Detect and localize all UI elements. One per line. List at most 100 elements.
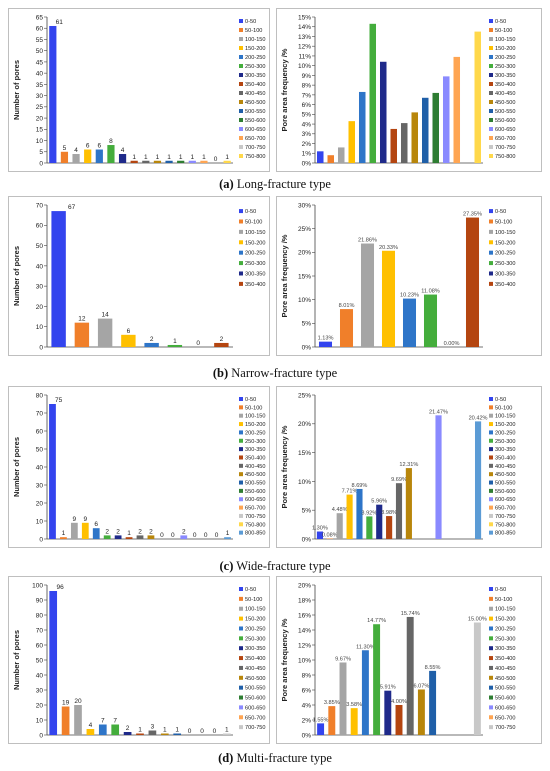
chart-c-left-bar-50-100 <box>60 537 67 539</box>
chart-a-left-bar-550-600 <box>177 160 185 163</box>
caption-c-text: Wide-fracture type <box>236 559 331 573</box>
chart-d-left-y-axis-label: Number of pores <box>12 630 21 690</box>
chart-d-right-legend-label: 0-50 <box>495 587 506 593</box>
chart-d-right-y-tick-label: 6% <box>302 687 312 694</box>
chart-a-left-legend-label: 500-550 <box>245 109 266 115</box>
chart-c-right-legend-label: 0-50 <box>495 397 506 403</box>
chart-a-left-y-tick-label: 40 <box>36 71 44 78</box>
chart-a-right-legend-label: 650-700 <box>495 136 516 142</box>
chart-d-right-legend-swatch-600-650 <box>489 705 493 710</box>
chart-d-right-bar-700-750 <box>473 622 481 735</box>
chart-c-left-legend-label: 500-550 <box>245 481 266 487</box>
chart-a-left-data-label: 6 <box>86 143 90 150</box>
caption-b: (b) Narrow-fracture type <box>0 366 550 381</box>
chart-a-left-bar-200-250 <box>95 149 103 163</box>
chart-d-right-legend-label: 150-200 <box>495 617 516 623</box>
chart-a-left-bar-250-300 <box>107 145 115 163</box>
chart-d-right-y-axis-label: Pore area frequency /% <box>280 618 289 701</box>
chart-d-right-y-tick-label: 8% <box>302 672 312 679</box>
chart-c-left-data-label: 1 <box>127 530 131 537</box>
chart-c-left-bar-300-350 <box>114 535 122 539</box>
chart-a-right-y-tick-label: 9% <box>302 73 312 80</box>
chart-c-left-y-tick-label: 0 <box>39 536 43 543</box>
chart-b-right-legend-label: 50-100 <box>495 219 512 225</box>
chart-c-left-legend-label: 800-850 <box>245 531 266 537</box>
chart-d-left-data-label: 7 <box>113 718 117 725</box>
chart-c-right-legend-swatch-650-700 <box>489 505 493 510</box>
chart-d-left-bar-500-550 <box>173 733 182 735</box>
chart-b-left-legend-swatch-350-400 <box>239 281 243 286</box>
chart-d-right-legend-label: 550-600 <box>495 696 516 702</box>
chart-a-left-y-tick-label: 15 <box>36 127 44 134</box>
chart-b-right-y-tick-label: 30% <box>298 202 311 209</box>
chart-c-right-data-label: 3.98% <box>381 510 397 516</box>
chart-c-left-legend-label: 150-200 <box>245 422 266 428</box>
chart-c-left-legend-label: 50-100 <box>245 405 262 411</box>
chart-a-right-legend-label: 250-300 <box>495 64 516 70</box>
chart-a-right-legend-swatch-300-350 <box>489 73 493 77</box>
chart-d-left-legend-swatch-400-450 <box>239 665 243 670</box>
chart-a-left-bar-0-50 <box>49 25 57 163</box>
chart-c-left-legend-swatch-800-850 <box>239 530 243 535</box>
caption-c-tag: (c) <box>219 559 234 573</box>
chart-c-left-bar-350-400 <box>125 537 133 539</box>
chart-d-right-legend-label: 350-400 <box>495 656 516 662</box>
caption-d: (d) Multi-fracture type <box>0 751 550 766</box>
chart-b-left-bar-250-300 <box>167 344 183 347</box>
chart-a-left-data-label: 8 <box>109 138 113 145</box>
chart-d-left-data-label: 1 <box>138 727 142 734</box>
chart-b-right-data-label: 11.08% <box>421 289 440 295</box>
chart-c-left-legend-swatch-50-100 <box>239 405 243 410</box>
chart-d-left-legend-swatch-350-400 <box>239 656 243 661</box>
chart-d-right-bar-150-200 <box>350 708 358 735</box>
chart-a-left-bar-400-450 <box>142 160 150 163</box>
chart-d-right-data-label: 5.91% <box>380 685 396 691</box>
chart-a-left-legend-swatch-750-800 <box>239 154 243 158</box>
chart-a-left-y-tick-label: 20 <box>36 115 44 122</box>
chart-c-right-legend-label: 500-550 <box>495 481 516 487</box>
chart-d-left-data-label: 20 <box>74 698 82 705</box>
chart-a-left-legend-label: 300-350 <box>245 73 266 79</box>
chart-a-left-legend-swatch-0-50 <box>239 19 243 23</box>
chart-d-right-data-label: 15.00% <box>468 617 487 623</box>
chart-c-right-data-label: 12.31% <box>399 462 418 468</box>
chart-b-right-y-tick-label: 20% <box>298 250 311 257</box>
chart-a-right-legend-label: 400-450 <box>495 91 516 97</box>
chart-a-left-legend-label: 700-750 <box>245 145 266 151</box>
chart-d-left-data-label: 1 <box>175 727 179 734</box>
chart-a-right-legend-swatch-350-400 <box>489 82 493 86</box>
caption-c: (c) Wide-fracture type <box>0 559 550 574</box>
chart-a-left-data-label: 1 <box>191 154 195 161</box>
chart-d-right-y-tick-label: 12% <box>298 642 311 649</box>
chart-c-right-svg: Pore area frequency /% 0% 5% 10% 15% 20% 25% 1.… <box>280 392 516 543</box>
chart-c-right-y-tick-label: 10% <box>298 479 311 486</box>
chart-a-left-data-label: 6 <box>98 143 102 150</box>
chart-a-left-legend-label: 550-600 <box>245 118 266 124</box>
chart-d-left-y-tick-label: 90 <box>36 597 44 604</box>
chart-d-left-bar-150-200 <box>86 729 95 735</box>
chart-d-right-legend-label: 700-750 <box>495 725 516 731</box>
chart-a-right-bar-300-350 <box>379 61 387 164</box>
chart-c-right-data-label: 8.69% <box>352 483 368 489</box>
chart-b-right-legend-swatch-250-300 <box>489 261 493 266</box>
chart-c-right: Pore area frequency /% 0% 5% 10% 15% 20% 25% 1.… <box>276 386 542 548</box>
chart-d-left-legend-label: 600-650 <box>245 705 266 711</box>
chart-c-right-legend-label: 600-650 <box>495 497 516 503</box>
chart-b-right-svg: Pore area frequency /% 0% 5% 10% 15% 20% 25% 30… <box>280 202 516 351</box>
chart-b-right-legend-label: 150-200 <box>495 240 516 246</box>
chart-b-right-data-label: 0.00% <box>444 341 460 347</box>
chart-b-left-legend-label: 200-250 <box>245 251 266 257</box>
chart-d-right-legend-swatch-400-450 <box>489 665 493 670</box>
chart-c-right-data-label: 7.71% <box>342 489 358 495</box>
chart-d-left-legend-swatch-0-50 <box>239 587 243 591</box>
chart-b-left-y-tick-label: 10 <box>36 324 44 331</box>
chart-c-right-legend-label: 350-400 <box>495 455 516 461</box>
chart-d-right-data-label: 8.55% <box>425 665 441 671</box>
chart-c-right-legend-swatch-350-400 <box>489 455 493 460</box>
chart-a-right-y-tick-label: 4% <box>302 121 312 128</box>
chart-c-right-legend-label: 150-200 <box>495 422 516 428</box>
chart-d-left-bar-100-150 <box>74 705 82 735</box>
